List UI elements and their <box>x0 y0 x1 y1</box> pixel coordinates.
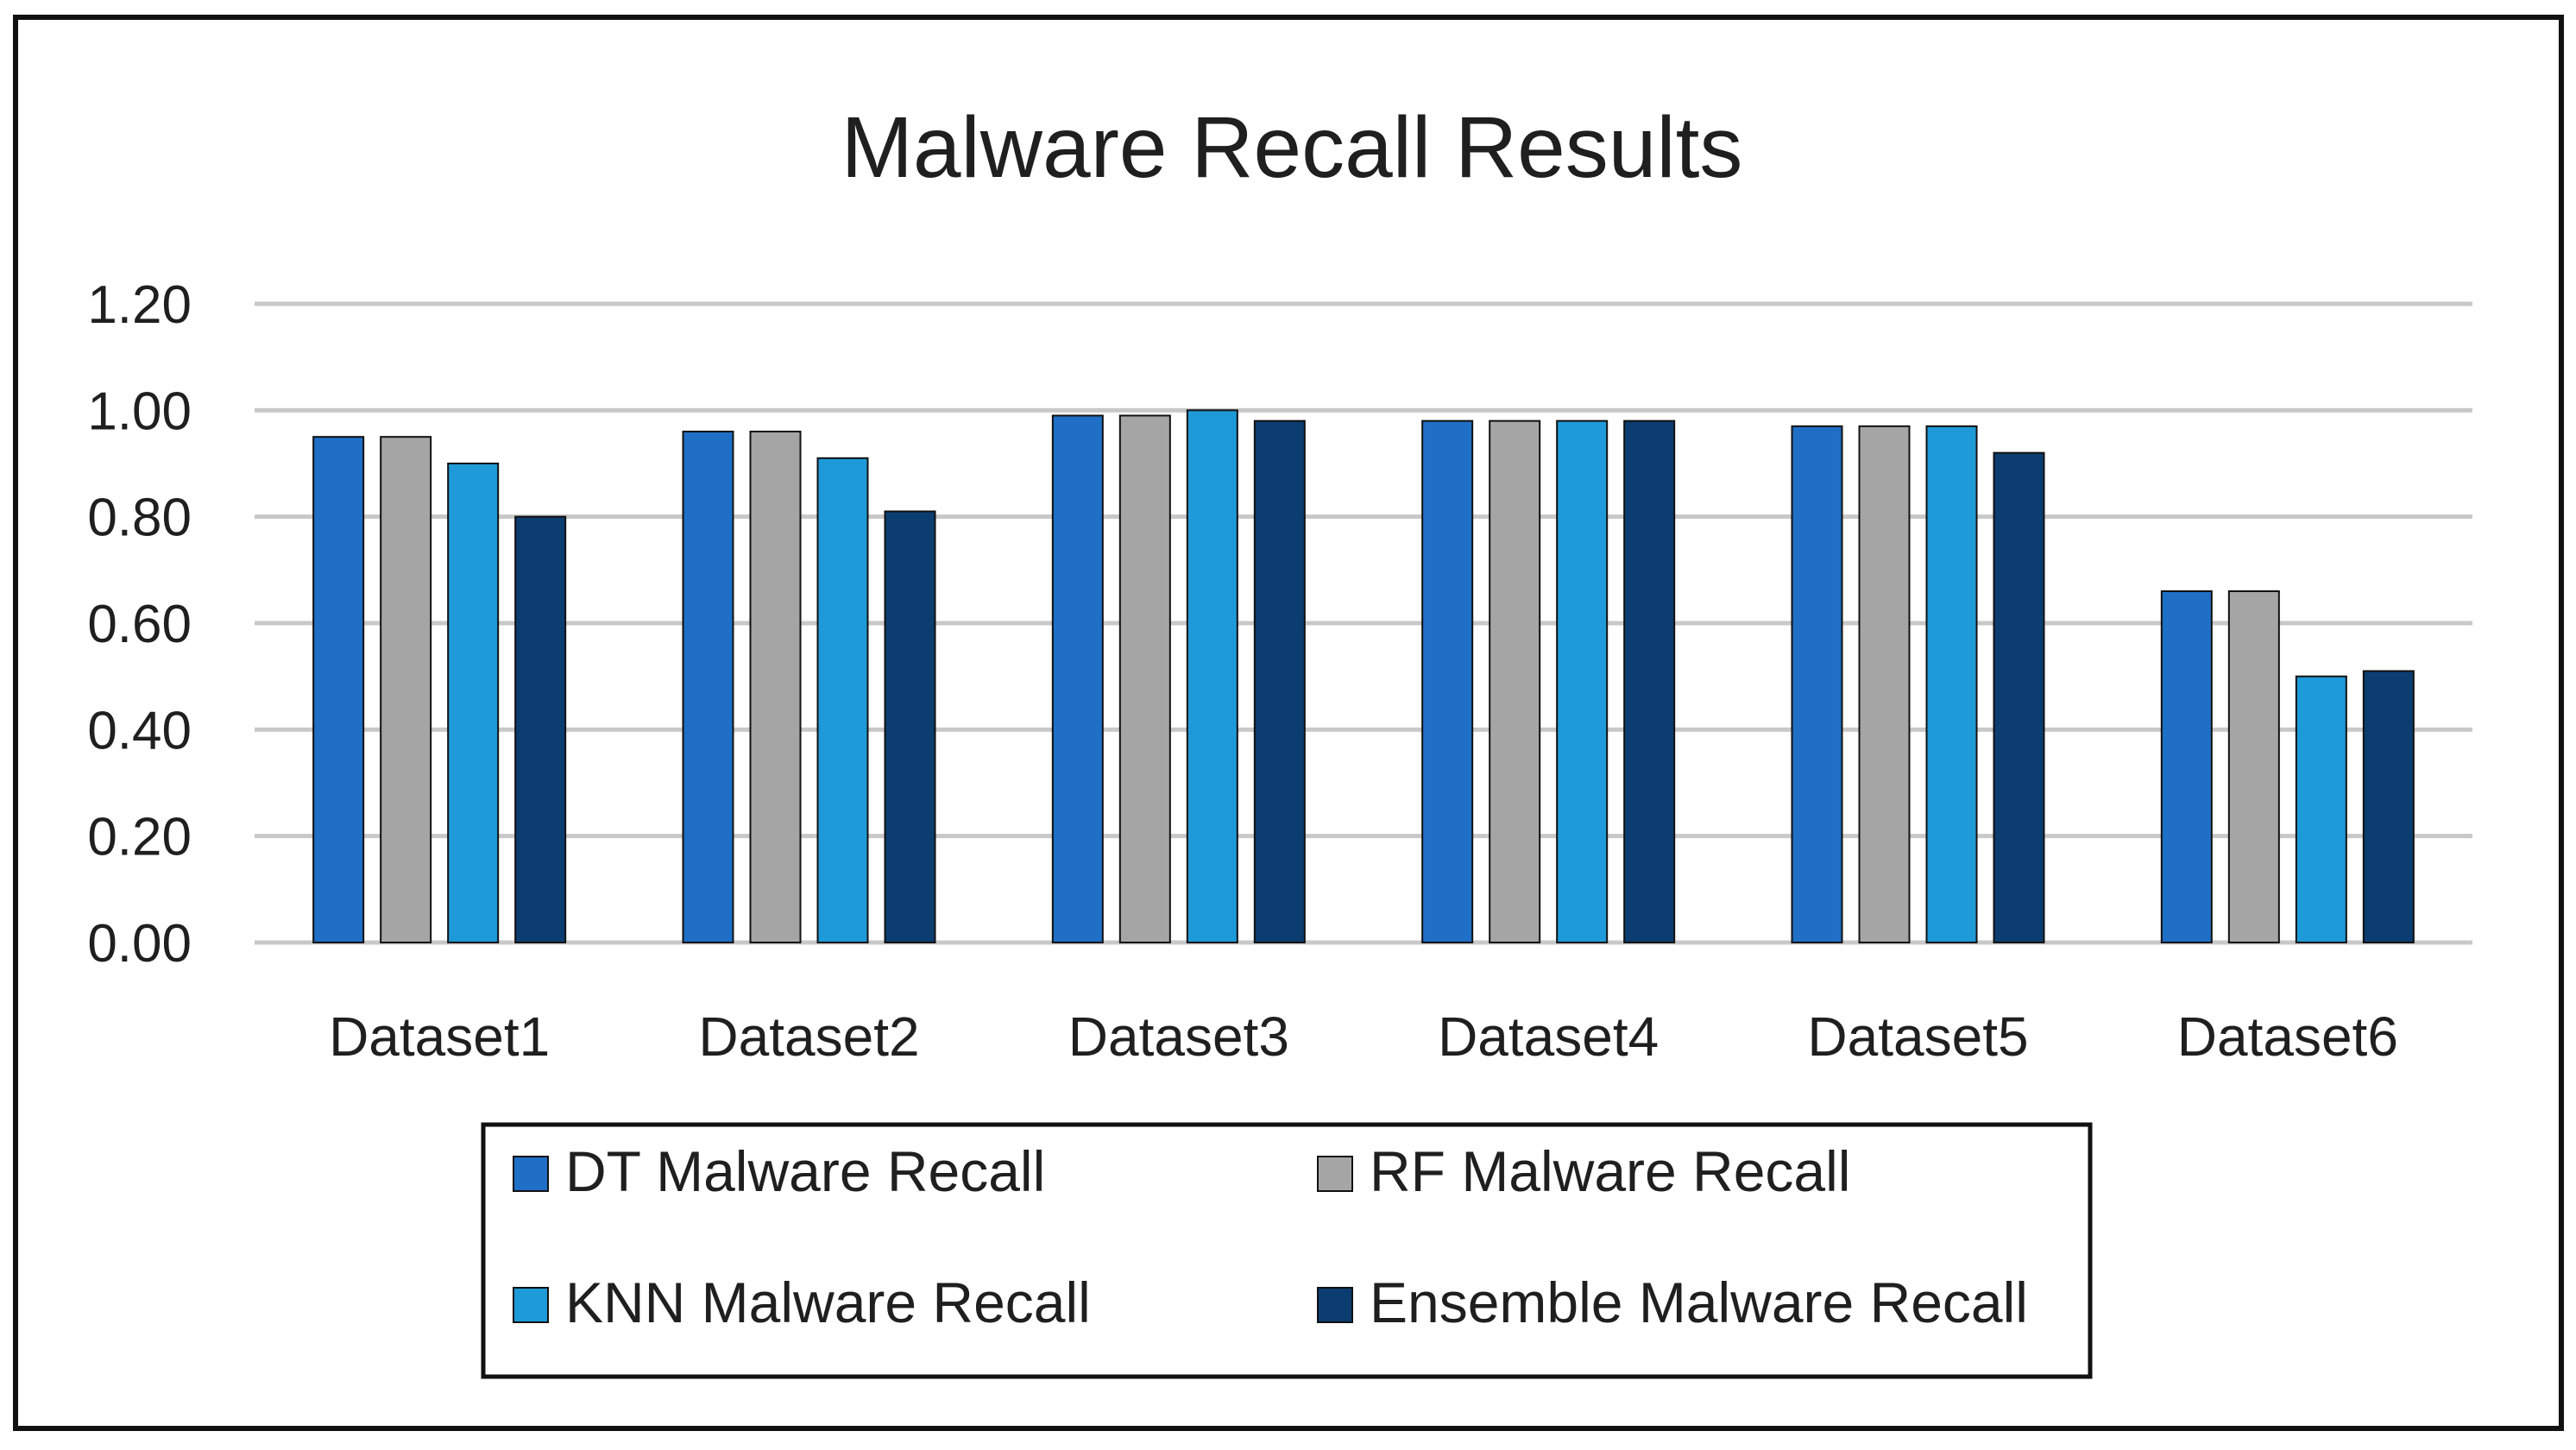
legend-label: Ensemble Malware Recall <box>1370 1270 2028 1334</box>
bar <box>514 515 567 944</box>
bar <box>1993 451 2045 943</box>
bar <box>749 431 802 943</box>
y-axis: 0.00 0.20 0.40 0.60 0.80 1.00 1.20 <box>87 275 192 974</box>
y-tick-label: 0.00 <box>87 914 192 974</box>
x-tick-label: Dataset5 <box>1807 1006 2028 1068</box>
y-tick-label: 0.20 <box>87 808 192 867</box>
bar <box>1925 425 1978 944</box>
legend-swatch <box>513 1287 549 1323</box>
y-tick-label: 0.60 <box>87 595 192 654</box>
bar <box>884 510 936 943</box>
x-tick-label: Dataset1 <box>329 1006 550 1068</box>
bar <box>1858 425 1911 944</box>
bar <box>1623 419 1676 943</box>
bar <box>1421 419 1474 943</box>
legend: DT Malware Recall RF Malware Recall KNN Ma… <box>481 1122 2093 1379</box>
x-tick-label: Dataset4 <box>1438 1006 1659 1068</box>
y-tick-label: 0.40 <box>87 701 192 760</box>
legend-swatch <box>1317 1287 1353 1323</box>
bar <box>816 457 869 943</box>
bars <box>312 409 2415 944</box>
bar <box>2227 590 2280 943</box>
bar <box>1051 414 1104 943</box>
bar <box>1489 419 1541 943</box>
y-tick-label: 1.20 <box>87 275 192 335</box>
legend-label: RF Malware Recall <box>1370 1139 1850 1203</box>
bar <box>1791 425 1843 944</box>
x-tick-label: Dataset6 <box>2177 1006 2398 1068</box>
bar <box>312 436 365 943</box>
bar <box>1186 409 1238 944</box>
x-tick-label: Dataset2 <box>698 1006 919 1068</box>
bar <box>1118 414 1171 943</box>
bar <box>380 436 432 943</box>
bar <box>2362 670 2415 943</box>
legend-swatch <box>513 1156 549 1192</box>
legend-box <box>481 1122 2093 1379</box>
x-tick-label: Dataset3 <box>1068 1006 1289 1068</box>
chart-title: Malware Recall Results <box>841 99 1743 196</box>
y-tick-label: 0.80 <box>87 489 192 548</box>
legend-label: KNN Malware Recall <box>565 1270 1091 1334</box>
y-tick-label: 1.00 <box>87 381 192 441</box>
bar <box>447 463 500 943</box>
bar <box>682 431 734 943</box>
bar <box>2160 590 2213 943</box>
bar <box>2295 675 2347 944</box>
bar <box>1253 419 1306 943</box>
legend-label: DT Malware Recall <box>565 1139 1045 1203</box>
bar <box>1556 419 1609 943</box>
legend-swatch <box>1317 1156 1353 1192</box>
gridlines <box>255 301 2472 945</box>
x-axis: Dataset1 Dataset2 Dataset3 Dataset4 Dataset5… <box>329 1006 2398 1068</box>
